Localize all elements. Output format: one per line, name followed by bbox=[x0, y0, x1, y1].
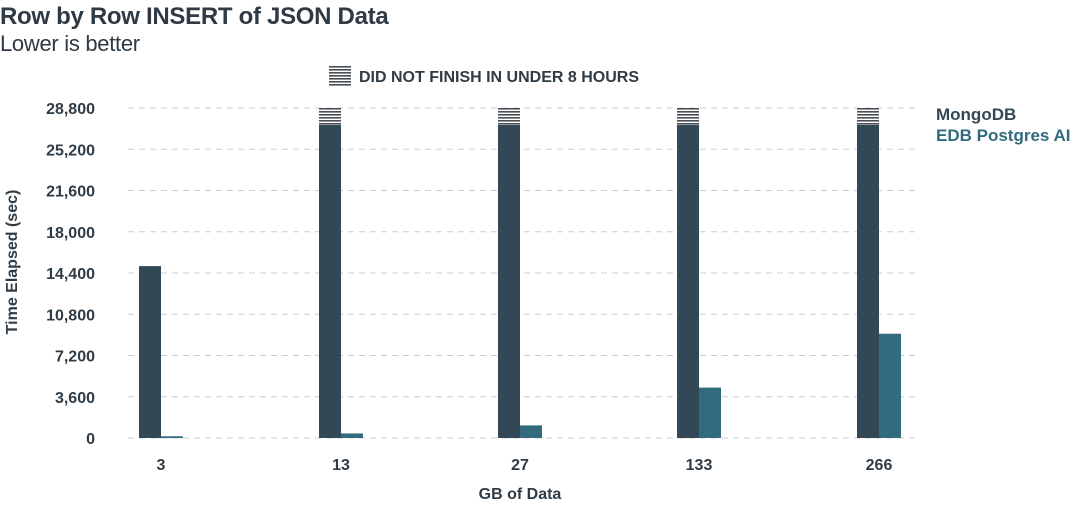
y-tick-label: 21,600 bbox=[46, 184, 95, 201]
bar-mongodb-3 bbox=[139, 266, 161, 438]
y-axis-ticks: 0 3,600 7,200 10,800 14,400 18,000 21,600 25,20… bbox=[46, 101, 95, 448]
bar-edb-postgres-ai-133 bbox=[699, 387, 721, 438]
y-tick-label: 10,800 bbox=[46, 307, 95, 324]
y-tick-label: 25,200 bbox=[46, 142, 95, 159]
bar-mongodb-133 bbox=[677, 125, 699, 438]
x-axis-title: GB of Data bbox=[479, 486, 562, 503]
dnf-cap-mongodb-13 bbox=[319, 108, 341, 125]
bar-edb-postgres-ai-3 bbox=[161, 436, 183, 438]
y-tick-label: 14,400 bbox=[46, 266, 95, 283]
y-tick-label: 0 bbox=[86, 431, 95, 448]
bar-mongodb-266 bbox=[857, 125, 879, 438]
dnf-legend: DID NOT FINISH IN UNDER 8 HOURS bbox=[329, 66, 639, 86]
y-tick-label: 28,800 bbox=[46, 101, 95, 118]
dnf-cap-mongodb-133 bbox=[677, 108, 699, 125]
y-tick-label: 3,600 bbox=[55, 390, 95, 407]
x-tick-label: 13 bbox=[332, 457, 350, 474]
bar-mongodb-13 bbox=[319, 125, 341, 438]
y-axis-title: Time Elapsed (sec) bbox=[4, 190, 21, 335]
dnf-cap-mongodb-266 bbox=[857, 108, 879, 125]
x-tick-label: 3 bbox=[157, 457, 166, 474]
gridlines bbox=[128, 107, 918, 439]
chart-subtitle: Lower is better bbox=[0, 31, 140, 56]
legend-edb-postgres-ai: EDB Postgres AI bbox=[936, 126, 1070, 145]
bar-edb-postgres-ai-13 bbox=[341, 433, 363, 438]
bar-mongodb-27 bbox=[498, 125, 520, 438]
dnf-legend-label: DID NOT FINISH IN UNDER 8 HOURS bbox=[359, 69, 639, 86]
x-axis-ticks: 3 13 27 133 266 bbox=[157, 457, 893, 474]
dnf-legend-swatch bbox=[329, 66, 351, 86]
bar-edb-postgres-ai-27 bbox=[520, 425, 542, 438]
x-tick-label: 266 bbox=[866, 457, 893, 474]
x-tick-label: 133 bbox=[686, 457, 713, 474]
legend-mongodb: MongoDB bbox=[936, 105, 1016, 124]
y-tick-label: 18,000 bbox=[46, 225, 95, 242]
x-tick-label: 27 bbox=[511, 457, 529, 474]
bar-edb-postgres-ai-266 bbox=[879, 333, 901, 438]
series-legend: MongoDB EDB Postgres AI bbox=[936, 105, 1070, 145]
dnf-cap-mongodb-27 bbox=[498, 108, 520, 125]
bars bbox=[139, 108, 901, 438]
chart-title: Row by Row INSERT of JSON Data bbox=[0, 3, 389, 30]
y-tick-label: 7,200 bbox=[55, 349, 95, 366]
